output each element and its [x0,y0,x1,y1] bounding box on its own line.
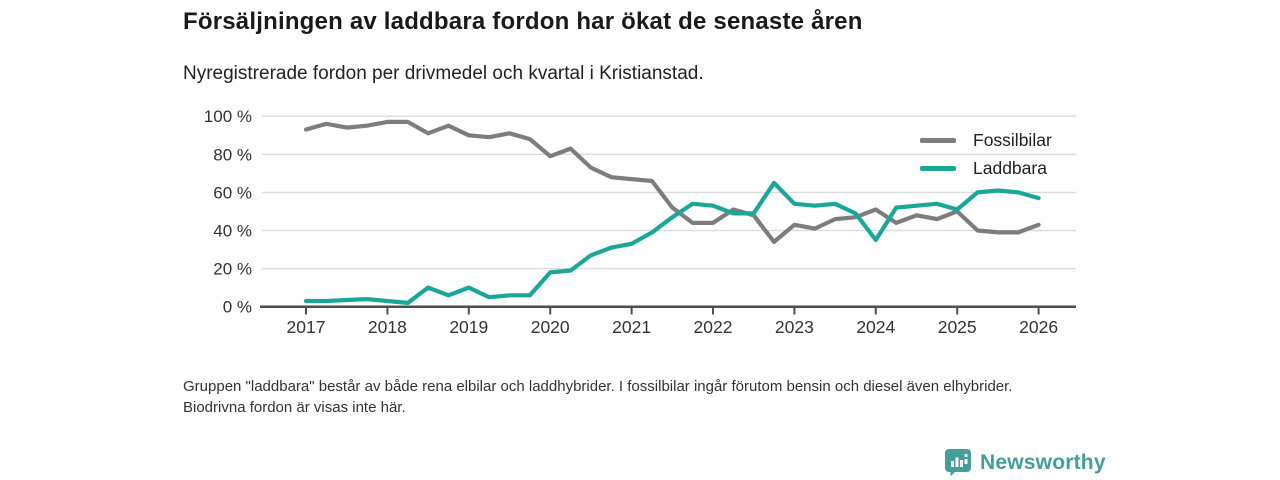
x-axis-tick-label: 2019 [449,317,488,337]
x-axis-tick-label: 2025 [938,317,977,337]
chart-subtitle: Nyregistrerade fordon per drivmedel och … [183,63,704,84]
x-axis-tick-label: 2023 [775,317,814,337]
line-chart: 0 % 20 % 40 % 60 % 80 % 100 % 2017 2018 2019 2020… [180,100,1120,350]
x-axis-tick-label: 2024 [856,317,895,337]
x-axis-tick-label: 2017 [287,317,326,337]
chart-legend: Fossilbilar Laddbara [920,130,1052,178]
y-axis-tick-label: 40 % [213,222,252,241]
x-axis-tick-label: 2018 [368,317,407,337]
legend-label: Fossilbilar [973,130,1052,150]
y-axis-tick-label: 80 % [213,145,252,164]
laddbara-line-swatch [920,166,956,171]
legend-label: Laddbara [973,158,1047,178]
laddbara-line [303,180,1041,305]
x-axis-tick-label: 2020 [531,317,570,337]
legend-item-fossilbilar: Fossilbilar [920,130,1052,150]
y-axis-tick-label: 0 % [223,298,252,317]
x-axis-tick-label: 2022 [694,317,733,337]
fossilbilar-line [303,119,1041,244]
chart-footnote: Gruppen "laddbara" består av både rena e… [183,378,1013,416]
bar-chart-bubble-icon [945,449,971,477]
y-axis-tick-label: 20 % [213,260,252,279]
newsworthy-logo: Newsworthy [944,448,1106,477]
x-axis-tick-label: 2021 [612,317,651,337]
fossilbilar-line-swatch [920,138,956,143]
logo-text: Newsworthy [980,450,1106,474]
x-axis-tick-label: 2026 [1019,317,1058,337]
page-title: Försäljningen av laddbara fordon har öka… [183,8,863,35]
chart-canvas: 0 % 20 % 40 % 60 % 80 % 100 % 2017 2018 2019 2020… [204,107,1076,337]
y-axis-tick-label: 60 % [213,183,252,202]
y-axis-tick-label: 100 % [204,107,252,126]
legend-item-laddbara: Laddbara [920,158,1052,178]
